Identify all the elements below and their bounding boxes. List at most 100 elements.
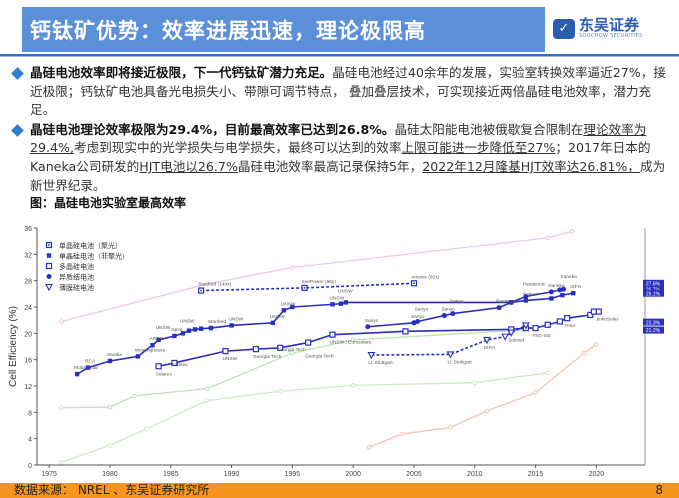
data-point bbox=[532, 324, 539, 332]
background-point bbox=[144, 426, 149, 432]
point-label: UNSW bbox=[329, 295, 344, 301]
point-label: Sandia bbox=[107, 352, 122, 358]
data-point bbox=[560, 292, 565, 298]
figure-caption: 图：晶硅电池实验室最高效率 bbox=[30, 196, 187, 211]
data-point bbox=[277, 344, 284, 351]
data-point bbox=[402, 328, 409, 335]
data-point bbox=[561, 286, 567, 292]
point-label: UNSW bbox=[338, 289, 353, 295]
point-label: Stanford (140x) bbox=[198, 282, 231, 288]
point-label: JinkoSolar bbox=[596, 317, 619, 323]
data-point bbox=[482, 336, 491, 345]
data-point bbox=[521, 322, 530, 330]
background-point bbox=[131, 393, 137, 399]
legend-marker bbox=[46, 253, 52, 258]
background-point bbox=[204, 386, 210, 391]
point-label: Kaneka bbox=[548, 283, 565, 289]
bullet-underlined-text: 上限可能进一步降低至27% bbox=[401, 140, 556, 156]
point-label: Georgia Tech bbox=[305, 354, 334, 360]
legend-label: 异质结电池 bbox=[59, 273, 94, 282]
data-point bbox=[590, 308, 598, 315]
data-point bbox=[192, 327, 198, 332]
background-series-line bbox=[61, 372, 548, 463]
background-series-line bbox=[368, 343, 597, 448]
background-point bbox=[59, 405, 64, 411]
record-badge bbox=[643, 289, 664, 297]
x-tick-label: 2005 bbox=[406, 471, 422, 478]
x-tick-label: 2020 bbox=[589, 471, 605, 478]
background-point bbox=[484, 408, 490, 414]
legend-marker bbox=[45, 283, 53, 292]
title-bar: 钙钛矿优势：效率进展迅速，理论极限高 bbox=[22, 7, 545, 52]
y-tick-label: 0 bbox=[28, 463, 32, 470]
data-point bbox=[85, 365, 91, 370]
footer-bar: 数据来源： NREL 、东吴证券研究所 8 bbox=[0, 483, 679, 498]
data-point bbox=[107, 358, 113, 364]
bullet-heading: 晶硅电池效率即将接近极限，下一代钙钛矿潜力充足。 bbox=[30, 65, 333, 80]
data-point bbox=[180, 331, 186, 336]
data-point bbox=[171, 359, 178, 367]
point-label: Mobil Solar bbox=[74, 365, 98, 371]
legend-label: 单晶硅电池（聚光） bbox=[59, 241, 122, 250]
point-label: U. Stuttgart bbox=[368, 360, 393, 366]
record-badge-label: 21.2% bbox=[646, 328, 661, 334]
data-point bbox=[507, 329, 516, 337]
point-label: UNSW bbox=[281, 301, 296, 307]
y-tick-label: 28 bbox=[24, 279, 32, 286]
point-label: Solarex bbox=[156, 371, 173, 377]
background-point bbox=[107, 404, 113, 410]
point-label: Sanyo bbox=[365, 318, 379, 324]
data-point bbox=[156, 337, 161, 343]
y-tick-label: 32 bbox=[24, 252, 32, 259]
data-point bbox=[548, 289, 554, 295]
data-point bbox=[564, 315, 571, 322]
point-label: U. Stuttgart bbox=[447, 359, 472, 365]
data-point bbox=[186, 328, 192, 333]
background-point bbox=[290, 265, 295, 270]
data-point-dot bbox=[200, 289, 202, 292]
logo-text: 东吴证券 bbox=[579, 16, 640, 34]
point-label: Solexel bbox=[523, 291, 539, 297]
x-tick-label: 1990 bbox=[224, 471, 240, 478]
bullet-item: 晶硅电池效率即将接近极限，下一代钙钛矿潜力充足。晶硅电池经过40余年的发展，实验… bbox=[10, 64, 672, 120]
data-point bbox=[544, 321, 551, 328]
point-label: Sanyo bbox=[441, 307, 455, 313]
x-tick-label: 1975 bbox=[41, 471, 57, 478]
point-label: Stanford bbox=[208, 319, 226, 325]
logo: ✓ 东吴证券 SOOCHOW SECURITIES bbox=[553, 18, 642, 39]
data-point bbox=[587, 311, 594, 319]
legend-label: 薄膜硅电池 bbox=[59, 283, 94, 292]
background-point bbox=[545, 370, 551, 376]
point-label: UNSW bbox=[270, 314, 285, 320]
data-point bbox=[208, 325, 214, 331]
background-point bbox=[350, 383, 356, 388]
data-point-dot bbox=[303, 287, 306, 289]
bullet-underlined-text: HJT电池以26.7% bbox=[139, 158, 238, 174]
point-label: UNSW bbox=[156, 325, 171, 331]
legend-label: 单晶硅电池（非聚光） bbox=[59, 252, 129, 261]
efficiency-chart: 0 4 8 12 16 20 24 28 32 36 1975 1980 1985 1990 1995 200… bbox=[8, 226, 664, 478]
data-point bbox=[135, 354, 141, 359]
data-point bbox=[330, 302, 335, 307]
x-tick-label: 2000 bbox=[345, 471, 361, 478]
legend-marker bbox=[46, 274, 52, 279]
data-point bbox=[365, 324, 371, 330]
legend-marker bbox=[45, 262, 53, 270]
y-tick-label: 36 bbox=[24, 226, 32, 233]
point-label: FhG-ISE bbox=[533, 333, 552, 339]
data-point bbox=[441, 313, 447, 319]
y-tick-label: 8 bbox=[28, 410, 32, 417]
background-point bbox=[399, 431, 405, 437]
data-point bbox=[496, 305, 502, 311]
record-badge bbox=[643, 279, 664, 287]
bullet-text: 成为新世界纪录。 bbox=[30, 158, 666, 193]
data-point bbox=[501, 333, 510, 341]
point-label: UNSW / Eurosolare bbox=[329, 340, 371, 346]
logo-icon: ✓ bbox=[553, 18, 575, 39]
y-tick-label: 24 bbox=[24, 305, 32, 312]
point-label: ARCO bbox=[150, 336, 164, 342]
data-point bbox=[229, 323, 234, 328]
data-point bbox=[571, 290, 576, 296]
data-point bbox=[198, 326, 204, 331]
point-label: Georgia Tech bbox=[277, 347, 306, 353]
